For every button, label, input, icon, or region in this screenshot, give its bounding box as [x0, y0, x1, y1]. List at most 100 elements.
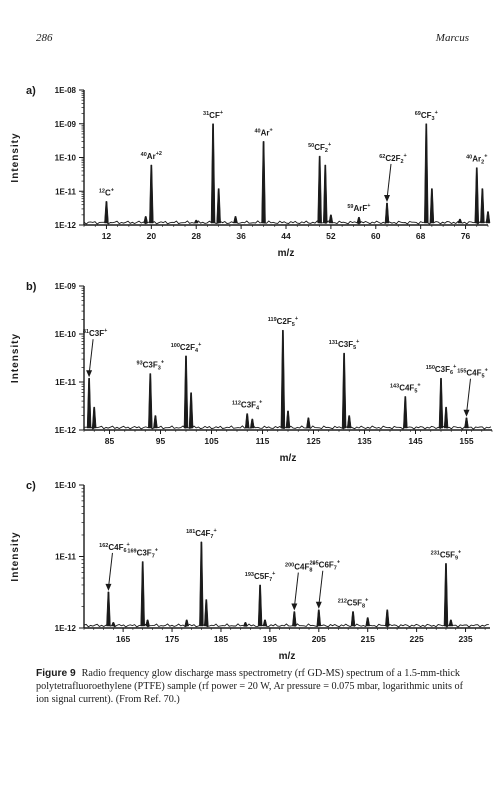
peak-label: 231C5F9+ — [431, 549, 462, 561]
y-tick-label: 1E-08 — [55, 86, 77, 95]
spectrum-peak — [86, 377, 92, 429]
x-tick-label: 28 — [191, 231, 201, 241]
annotation-arrowhead — [384, 194, 390, 202]
x-axis-label: m/z — [278, 248, 295, 259]
spectrum-peak — [285, 410, 291, 429]
y-axis-label: Intensity — [10, 132, 21, 182]
spectrum-peak — [474, 167, 480, 224]
spectrum-peak — [257, 584, 263, 627]
spectrum-peak — [262, 619, 268, 627]
spectrum-peak — [350, 611, 356, 627]
y-axis-label: Intensity — [10, 531, 21, 581]
spectrum-peak — [438, 377, 444, 429]
annotation-arrowhead — [86, 370, 93, 378]
peak-label: 119C2F5+ — [268, 316, 298, 328]
spectrum-peak — [216, 188, 221, 224]
x-tick-label: 44 — [281, 231, 291, 241]
annotation-arrow — [88, 339, 94, 375]
spectrum-peak — [199, 541, 204, 627]
spectrum-peak — [480, 188, 485, 224]
spectrum-peak — [429, 188, 435, 224]
y-tick-label: 1E-11 — [55, 378, 76, 387]
annotation-arrow — [466, 378, 471, 414]
peak-label: 169C3F7+ — [127, 548, 158, 560]
chart-panel: c) 1E-12 1E-11 1E-10 165 175 185 195 205 215 225 23… — [10, 480, 490, 660]
y-tick-label: 1E-12 — [55, 624, 77, 633]
spectrum-peak — [91, 406, 97, 429]
panel-label: a) — [26, 85, 36, 97]
x-tick-label: 165 — [116, 634, 130, 644]
spectrum-peak — [188, 392, 194, 429]
annotation-arrow — [107, 552, 113, 588]
spectrum-peak — [424, 123, 429, 224]
spectrum-peak — [104, 201, 109, 224]
spectrum-peak — [244, 413, 250, 429]
spectrum-peak — [292, 611, 297, 627]
y-tick-label: 1E-12 — [55, 221, 77, 230]
y-axis-label: Intensity — [10, 333, 21, 383]
panel-label: c) — [26, 480, 36, 492]
spectrum-peak — [280, 329, 286, 429]
spectrum-peak — [323, 164, 328, 224]
spectrum-peak — [464, 417, 469, 429]
spectrum-peak — [143, 216, 149, 224]
peak-label: 12C+ — [99, 187, 114, 197]
spectrum-peak — [443, 563, 449, 627]
spectrum-peak — [365, 617, 371, 627]
peak-label: 162C4F6+ — [99, 542, 130, 554]
y-tick-label: 1E-11 — [55, 187, 76, 196]
spectrum-peak — [457, 218, 463, 224]
figure-label: Figure 9 — [36, 668, 76, 679]
y-tick-label: 1E-10 — [55, 330, 77, 339]
peak-label: 69CF3+ — [415, 110, 438, 122]
spectrum-peak — [153, 415, 158, 429]
x-tick-label: 195 — [263, 634, 277, 644]
chart-panel: a) 1E-12 1E-11 1E-10 1E-09 1E-08 12 20 28 36 44 52 6… — [10, 85, 491, 259]
spectrum-peak — [316, 609, 322, 627]
spectrum-peak — [317, 155, 322, 224]
peak-label: 193C5F7+ — [245, 571, 276, 583]
x-axis-label: m/z — [279, 651, 296, 660]
x-tick-label: 76 — [461, 231, 471, 241]
spectrum-peak — [193, 219, 199, 224]
spectrum-peak — [306, 417, 311, 429]
spectrum-peak — [341, 352, 347, 429]
spectrum-peak — [110, 622, 116, 627]
peak-label: 100C2F4+ — [171, 342, 202, 354]
x-tick-label: 95 — [156, 436, 166, 446]
page-number: 286 — [36, 32, 53, 44]
spectrum-peak — [385, 609, 390, 627]
y-tick-label: 1E-10 — [55, 481, 77, 490]
peak-label: 181C4F7+ — [186, 528, 217, 540]
spectrum-peak — [148, 373, 153, 429]
spectrum-peak — [261, 141, 266, 224]
spectrum-peak — [243, 622, 248, 627]
y-tick-label: 1E-11 — [55, 553, 76, 562]
x-tick-label: 115 — [256, 436, 270, 446]
x-tick-label: 20 — [147, 231, 157, 241]
peak-label: 205C6F7+ — [309, 560, 340, 572]
peak-label: 40Ar+2 — [141, 151, 162, 161]
x-tick-label: 36 — [236, 231, 246, 241]
spectrum-peak — [233, 216, 238, 224]
spectrum-peak — [183, 355, 189, 429]
peak-label: 200C4F8+ — [285, 562, 316, 574]
x-tick-label: 135 — [357, 436, 371, 446]
spectrum-peak — [346, 415, 352, 429]
x-tick-label: 175 — [165, 634, 179, 644]
peak-label: 212C5F8+ — [338, 598, 369, 610]
x-tick-label: 235 — [458, 634, 472, 644]
spectrum-peak — [184, 619, 190, 627]
spectrum-peak — [485, 211, 491, 224]
x-tick-label: 205 — [312, 634, 326, 644]
x-tick-label: 68 — [416, 231, 426, 241]
chart-panel: b) 1E-12 1E-11 1E-10 1E-09 85 95 105 115 125 135 14… — [10, 281, 493, 464]
annotation-arrow — [293, 572, 299, 608]
peak-label: 155C4F5+ — [457, 368, 488, 380]
annotation-arrow — [318, 570, 324, 606]
spectrum-peak — [145, 619, 150, 627]
figure-caption-text: Radio frequency glow discharge mass spec… — [36, 668, 463, 705]
annotation-arrowhead — [291, 603, 298, 611]
spectrum-peak — [140, 561, 145, 627]
x-tick-label: 12 — [102, 231, 112, 241]
